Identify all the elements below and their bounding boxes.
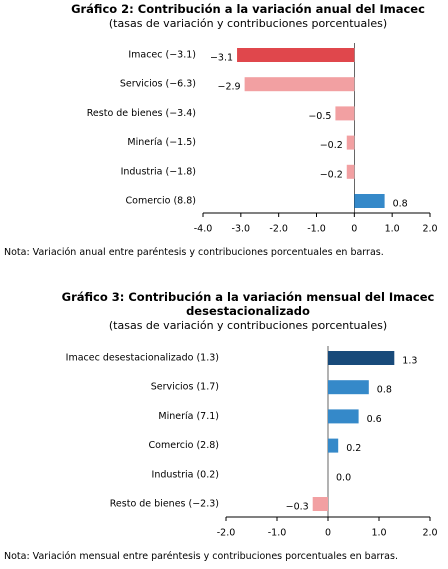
- x-tick-label: 2.0: [422, 224, 437, 235]
- x-tick-label: -2.0: [217, 528, 236, 539]
- value-label: −3.1: [210, 53, 233, 64]
- bar: [346, 164, 355, 179]
- bar: [244, 77, 355, 92]
- bar: [328, 380, 369, 395]
- value-label: −0.3: [286, 502, 309, 513]
- x-tick-label: 1.0: [371, 528, 386, 539]
- chart-subtitle: (tasas de variación y contribuciones por…: [108, 17, 388, 30]
- chart-title: Gráfico 3: Contribución a la variación m…: [61, 290, 435, 318]
- y-tick-label: Imacec (−3.1): [128, 50, 196, 61]
- chart-title: Gráfico 2: Contribución a la variación a…: [71, 2, 425, 16]
- y-tick-label: Minería (7.1): [158, 411, 219, 422]
- x-tick-label: 1.0: [385, 224, 400, 235]
- value-label: 0.2: [346, 443, 361, 454]
- x-tick-label: 0: [351, 224, 357, 235]
- y-tick-label: Industria (0.2): [152, 469, 219, 480]
- value-label: −0.2: [320, 140, 343, 151]
- chart-note: Nota: Variación mensual entre paréntesis…: [4, 551, 398, 562]
- bar: [328, 409, 359, 424]
- value-label: −0.5: [308, 111, 331, 122]
- bar: [335, 106, 355, 121]
- x-tick-label: -3.0: [232, 224, 251, 235]
- value-label: 0.8: [393, 199, 408, 210]
- x-tick-label: -4.0: [194, 224, 213, 235]
- value-label: 0.8: [377, 385, 392, 396]
- y-tick-label: Servicios (−6.3): [120, 79, 196, 90]
- value-label: 1.3: [402, 356, 417, 367]
- y-tick-label: Comercio (2.8): [149, 440, 219, 451]
- y-tick-label: Servicios (1.7): [151, 382, 219, 393]
- value-label: −0.2: [320, 169, 343, 180]
- bar: [312, 497, 328, 511]
- chart-note: Nota: Variación anual entre paréntesis y…: [4, 247, 384, 258]
- bar: [354, 194, 385, 208]
- x-tick-label: -1.0: [307, 224, 326, 235]
- value-label: 0.0: [336, 472, 351, 483]
- bar: [346, 135, 355, 150]
- value-label: 0.6: [367, 414, 382, 425]
- bar: [328, 351, 395, 365]
- y-tick-label: Comercio (8.8): [126, 196, 196, 207]
- x-tick-label: 2.0: [422, 528, 437, 539]
- chart-subtitle: (tasas de variación y contribuciones por…: [108, 319, 388, 332]
- y-tick-label: Minería (−1.5): [127, 137, 196, 148]
- bar: [237, 48, 355, 62]
- bar: [328, 438, 339, 453]
- value-label: −2.9: [218, 82, 241, 93]
- y-tick-label: Imacec desestacionalizado (1.3): [66, 353, 219, 364]
- x-tick-label: -1.0: [268, 528, 287, 539]
- x-tick-label: 0: [325, 528, 331, 539]
- y-tick-label: Industria (−1.8): [121, 166, 196, 177]
- x-tick-label: -2.0: [269, 224, 288, 235]
- y-tick-label: Resto de bienes (−2.3): [110, 499, 219, 510]
- y-tick-label: Resto de bienes (−3.4): [87, 108, 196, 119]
